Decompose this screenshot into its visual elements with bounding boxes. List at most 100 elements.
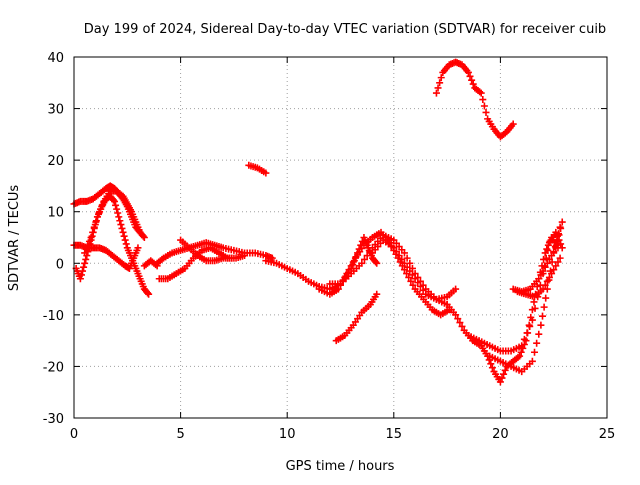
data-point-15-1-0 — [452, 311, 460, 319]
data-point-0-14-0 — [140, 234, 148, 241]
data-point-19-4-0 — [543, 259, 551, 267]
data-point-13-4-1 — [414, 279, 422, 287]
data-point-17-5-0 — [537, 321, 545, 329]
data-point-12-5-0 — [373, 290, 381, 298]
data-point-11-1-3 — [344, 268, 352, 276]
data-point-3-0-0 — [81, 249, 89, 257]
data-point-15-14-1 — [543, 245, 551, 253]
data-point-14-0-1 — [434, 84, 442, 92]
data-point-15-10-0 — [516, 352, 524, 360]
data-point-16-5-1 — [520, 335, 528, 343]
data-point-13-3-3 — [408, 271, 416, 279]
data-point-3-2-1 — [95, 209, 103, 217]
data-point-11-1-0 — [337, 280, 344, 288]
series-track-15 — [432, 58, 517, 141]
data-point-19-4-2 — [548, 252, 556, 260]
data-point-1-9-3 — [114, 209, 122, 217]
data-point-17-4-1 — [531, 348, 539, 356]
data-point-3-0-1 — [82, 245, 90, 253]
data-point-1-1-1 — [77, 271, 85, 279]
data-point-14-5-2 — [468, 76, 476, 84]
y-tick-label-0: -30 — [43, 412, 64, 427]
data-point-17-4-3 — [535, 330, 543, 338]
data-point-13-4-3 — [419, 286, 427, 294]
data-point-18-3-2 — [543, 277, 551, 285]
data-point-3-1-2 — [90, 223, 98, 231]
data-point-13-8-0 — [452, 285, 460, 293]
data-point-18-4-3 — [554, 258, 562, 266]
data-point-1-8-3 — [109, 196, 117, 204]
x-tick-label-0: 0 — [70, 427, 78, 442]
series-track-8 — [177, 236, 236, 265]
data-point-18-4-0 — [548, 270, 556, 278]
data-point-13-2-0 — [390, 244, 398, 252]
data-point-15-10-1 — [517, 348, 525, 356]
data-point-3-1-3 — [92, 218, 100, 226]
data-point-19-3-3 — [541, 263, 549, 271]
data-point-19-3-0 — [535, 275, 543, 283]
data-point-18-4-1 — [550, 266, 558, 274]
series-track-13 — [332, 290, 381, 345]
y-tick-label-4: 10 — [47, 206, 64, 221]
data-point-6-10-0 — [241, 252, 249, 260]
data-point-11-6-3 — [372, 258, 380, 266]
data-point-1-11-0 — [119, 228, 127, 236]
data-point-9-9-0 — [358, 259, 366, 267]
data-point-14-7-3 — [482, 108, 490, 116]
series-track-16 — [443, 234, 562, 386]
data-point-11-3-2 — [357, 241, 365, 249]
data-point-19-5-0 — [552, 244, 560, 252]
x-tick-label-5: 25 — [599, 427, 616, 442]
data-point-1-11-1 — [120, 232, 128, 240]
data-point-19-3-2 — [539, 267, 547, 275]
data-point-1-9-0 — [111, 197, 119, 205]
data-point-13-3-2 — [406, 267, 414, 275]
y-tick-label-5: 20 — [47, 154, 64, 169]
data-point-1-9-2 — [113, 205, 121, 213]
x-tick-label-3: 15 — [386, 427, 403, 442]
data-point-15-1-3 — [458, 322, 466, 330]
series-track-9 — [245, 161, 270, 177]
data-point-14-0-2 — [436, 79, 444, 87]
series-track-4 — [81, 187, 144, 257]
data-point-14-12-0 — [509, 120, 517, 128]
data-point-19-5-2 — [555, 231, 563, 239]
data-point-11-7-0 — [373, 259, 381, 267]
data-point-15-5-3 — [488, 364, 496, 372]
data-point-13-3-0 — [400, 259, 408, 267]
data-point-3-0-3 — [85, 237, 93, 245]
data-point-19-4-3 — [550, 248, 558, 256]
data-point-18-3-3 — [545, 273, 553, 281]
data-point-9-9-1 — [360, 255, 368, 263]
data-point-11-2-1 — [349, 261, 357, 269]
data-point-17-4-0 — [528, 357, 536, 365]
data-point-16-7-3 — [544, 246, 552, 254]
data-point-15-11-0 — [522, 337, 530, 345]
data-point-15-1-1 — [454, 315, 462, 323]
data-point-14-7-1 — [479, 96, 487, 104]
data-point-9-13-1 — [403, 254, 411, 262]
data-point-13-2-2 — [395, 252, 403, 260]
data-point-2-11-0 — [134, 244, 142, 252]
data-point-3-1-0 — [87, 234, 95, 241]
data-point-3-2-0 — [93, 213, 101, 221]
data-point-16-10-0 — [558, 244, 566, 252]
data-point-19-6-0 — [558, 218, 566, 226]
data-point-10-10-2 — [407, 277, 415, 285]
chart-title: Day 199 of 2024, Sidereal Day-to-day VTE… — [84, 22, 606, 37]
x-axis-label: GPS time / hours — [286, 459, 395, 474]
data-point-1-1-3 — [80, 263, 88, 271]
series-track-20 — [509, 218, 566, 296]
data-point-15-1-2 — [456, 319, 464, 327]
data-point-14-0-3 — [437, 74, 445, 82]
data-point-1-10-2 — [117, 221, 125, 229]
data-point-11-1-2 — [342, 272, 350, 280]
data-point-15-7-2 — [500, 370, 508, 378]
data-point-14-5-0 — [464, 68, 472, 76]
data-point-5-13-0 — [268, 254, 276, 262]
data-point-13-2-3 — [398, 255, 406, 263]
data-point-13-3-1 — [403, 263, 411, 271]
x-tick-label-2: 10 — [279, 427, 296, 442]
